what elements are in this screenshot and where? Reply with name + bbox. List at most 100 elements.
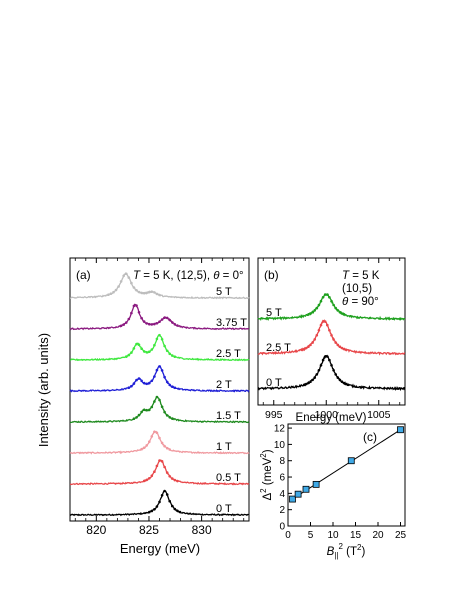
series-point-1-t bbox=[160, 441, 164, 445]
panel-b-annotation-rest3: = 90° bbox=[348, 296, 379, 308]
series-point-0-t bbox=[323, 355, 327, 358]
series-point-2-5-t bbox=[309, 343, 312, 347]
series-point-5-t bbox=[317, 303, 321, 307]
c-x-tick-label: 25 bbox=[395, 530, 407, 541]
series-point-3-75-t bbox=[173, 323, 177, 326]
series-point-5-t bbox=[125, 272, 128, 276]
series-point-1-5-t bbox=[163, 410, 166, 414]
series-point-0-t bbox=[302, 383, 306, 387]
c-y-tick-label: 8 bbox=[279, 456, 285, 467]
series-point-0-t bbox=[307, 381, 310, 385]
panel-c-xlabel: B||2 (T2) bbox=[327, 542, 366, 560]
series-point-5-t bbox=[336, 309, 340, 312]
series-point-0-t bbox=[163, 489, 166, 493]
series-point-2-5-t bbox=[158, 333, 161, 337]
series-point-5-t bbox=[119, 280, 123, 283]
c-y-tick-label: 12 bbox=[274, 424, 286, 435]
series-point-2-5-t bbox=[130, 351, 133, 354]
series-point-2-5-t bbox=[317, 329, 321, 332]
series-point-3-75-t bbox=[158, 320, 161, 324]
panel-b-annotation-theta: θ bbox=[342, 296, 349, 308]
series-point-1-5-t bbox=[145, 408, 148, 412]
series-point-1-5-t bbox=[153, 400, 156, 403]
series-label-5-t: 5 T bbox=[216, 286, 232, 298]
series-point-0-t bbox=[313, 376, 317, 379]
c-x-tick-label: 5 bbox=[308, 530, 314, 541]
series-point-5-t bbox=[142, 291, 146, 295]
panel-b-annotation-rest1: = 5 K bbox=[349, 270, 380, 282]
series-point-1-t bbox=[163, 444, 166, 448]
series-point-2-5-t bbox=[148, 350, 151, 354]
x-tick-label: 995 bbox=[265, 409, 283, 421]
series-point-2-5-t bbox=[173, 355, 177, 359]
panel-c-ylabel-sup2: 2 bbox=[259, 453, 268, 458]
panel-b-annotation-line2: (10,5) bbox=[342, 283, 372, 295]
series-point-2-t bbox=[173, 386, 177, 390]
series-point-3-75-t bbox=[163, 316, 166, 320]
series-point-0-t bbox=[311, 378, 314, 382]
series-point-1-t bbox=[158, 436, 161, 440]
panel-c-ylabel-sup: 2 bbox=[259, 488, 268, 493]
panel-a: 820 825 830 0 T 0.5 T 1 T 1.5 T 2 T 2.5 T 3.75 T… bbox=[36, 257, 250, 556]
panel-b-frame bbox=[257, 257, 406, 406]
series-point-5-t bbox=[127, 276, 131, 279]
series-point-3-75-t bbox=[122, 323, 125, 326]
series-point-0-t bbox=[315, 373, 319, 376]
panel-a-annotation-eq2: = 0° bbox=[219, 270, 243, 282]
series-point-2-5-t bbox=[319, 323, 323, 327]
panel-b-annotation-line1: T = 5 K bbox=[342, 270, 380, 282]
series-point-0-5-t bbox=[160, 460, 164, 463]
series-point-1-5-t bbox=[135, 416, 138, 419]
series-point-5-t bbox=[332, 303, 335, 307]
series-point-0-t bbox=[330, 364, 333, 367]
panel-a-annotation: T = 5 K, (12,5), θ = 0° bbox=[133, 270, 244, 282]
series-label-1-5-t: 1.5 T bbox=[216, 410, 241, 422]
series-point-5-t bbox=[328, 296, 331, 299]
series-point-1-5-t bbox=[132, 417, 136, 421]
series-point-1-t bbox=[165, 446, 169, 450]
c-y-tick-label: 2 bbox=[279, 505, 285, 516]
series-label-3-75-t: 3.75 T bbox=[216, 317, 247, 329]
panel-a-xlabel: Energy (meV) bbox=[120, 541, 200, 556]
c-y-tick-label: 6 bbox=[279, 473, 285, 484]
series-point-0-5-t bbox=[158, 459, 161, 462]
series-point-1-t bbox=[145, 444, 148, 447]
c-data-point bbox=[302, 485, 310, 493]
series-point-5-t bbox=[319, 299, 323, 303]
series-point-5-t bbox=[140, 291, 143, 295]
c-x-tick-label: 20 bbox=[372, 530, 384, 541]
c-data-point bbox=[289, 495, 296, 503]
series-point-0-t bbox=[171, 504, 174, 508]
series-point-0-t bbox=[336, 376, 340, 379]
series-point-3-75-t bbox=[160, 318, 164, 321]
series-point-0-t bbox=[317, 369, 321, 372]
panel-c-xlabel-close: ) bbox=[361, 546, 365, 558]
series-point-0-t bbox=[342, 381, 346, 385]
series-point-3-75-t bbox=[168, 318, 171, 322]
series-point-0-5-t bbox=[165, 471, 169, 474]
series-point-5-t bbox=[145, 291, 148, 295]
series-point-0-t bbox=[338, 378, 342, 382]
series-point-2-t bbox=[145, 382, 148, 386]
series-point-3-75-t bbox=[125, 321, 128, 324]
series-point-2-t bbox=[132, 382, 136, 385]
series-point-2-5-t bbox=[326, 323, 329, 327]
series-point-2-t bbox=[137, 377, 141, 380]
series-point-5-t bbox=[330, 299, 333, 303]
series-point-2-t bbox=[160, 369, 164, 372]
series-point-0-t bbox=[168, 499, 171, 503]
series-point-5-t bbox=[130, 281, 133, 285]
series-point-1-t bbox=[155, 431, 159, 435]
series-point-0-t bbox=[321, 358, 325, 362]
series-point-0-5-t bbox=[171, 477, 174, 480]
series-point-0-5-t bbox=[153, 470, 156, 474]
series-point-2-5-t bbox=[323, 320, 327, 323]
series-point-0-t bbox=[150, 509, 154, 513]
panel-b: 995 1000 1005 0 T 2.5 T 5 T (b) T = 5 K (10,… bbox=[257, 257, 406, 424]
series-point-2-5-t bbox=[125, 355, 128, 358]
series-label-1-t: 1 T bbox=[216, 441, 232, 453]
series-point-5-t bbox=[135, 289, 138, 292]
series-point-5-t bbox=[326, 293, 329, 296]
